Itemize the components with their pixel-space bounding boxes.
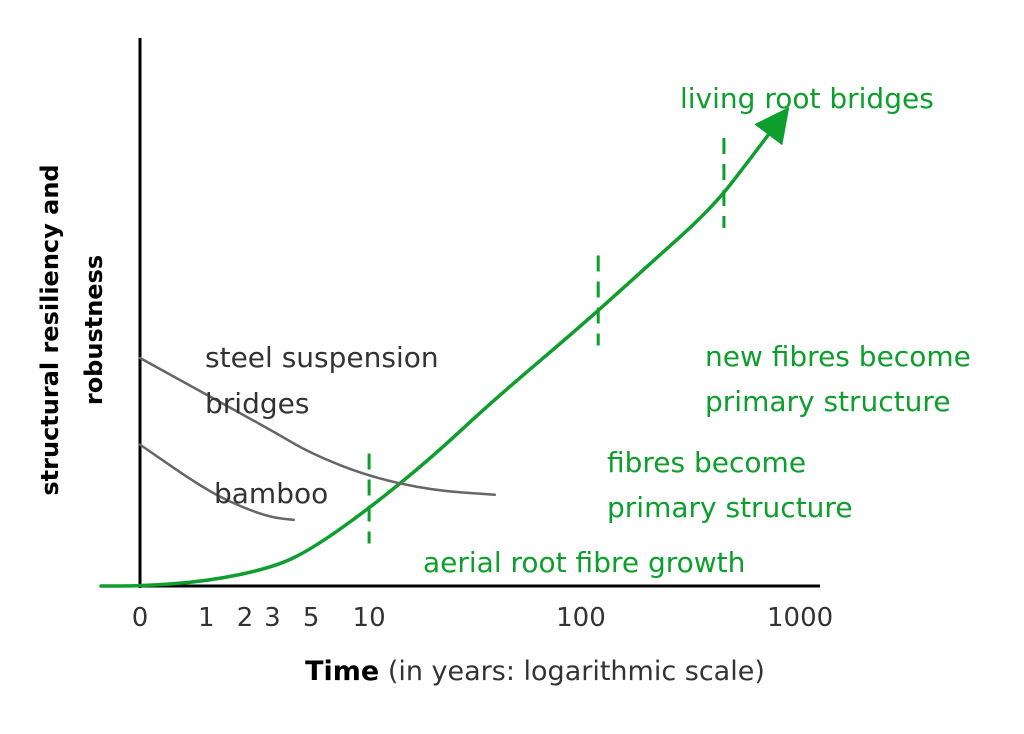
y-axis-label: structural resiliency and robustness — [36, 164, 108, 495]
label-living-root-bridges: living root bridges — [680, 82, 934, 115]
annotation-aerial: aerial root fibre growth — [423, 546, 745, 579]
annotation-new-fibres-line1: new fibres become — [705, 340, 971, 373]
label-steel-line2: bridges — [205, 387, 309, 420]
x-tick-label: 100 — [556, 603, 606, 633]
series-line-0 — [99, 106, 790, 588]
annotation-new-fibres-line2: primary structure — [705, 385, 951, 418]
x-tick-labels: 0 1 2 3 5 10 100 1000 — [132, 603, 833, 633]
label-bamboo: bamboo — [214, 477, 328, 510]
x-tick-label: 5 — [303, 603, 320, 633]
x-tick-label: 3 — [264, 603, 281, 633]
x-axis-label-rest: (in years: logarithmic scale) — [379, 656, 765, 687]
series-group — [99, 106, 790, 588]
annotation-fibres-line1: fibres become — [607, 446, 806, 479]
series-line-1 — [138, 356, 497, 497]
x-axis-label-bold: Time — [305, 656, 379, 687]
x-tick-label: 1 — [198, 603, 215, 633]
y-axis-label-line2: robustness — [80, 255, 108, 405]
y-axis-label-line1: structural resiliency and — [36, 164, 64, 495]
x-tick-label: 2 — [237, 603, 254, 633]
series-line-2 — [138, 443, 296, 522]
annotation-marks — [367, 137, 726, 544]
x-tick-label: 10 — [353, 603, 386, 633]
annotation-fibres-line2: primary structure — [607, 491, 853, 524]
x-tick-label: 0 — [132, 603, 149, 633]
label-steel-line1: steel suspension — [205, 341, 439, 374]
x-axis-label: Time (in years: logarithmic scale) — [305, 656, 765, 687]
x-tick-label: 1000 — [767, 603, 833, 633]
